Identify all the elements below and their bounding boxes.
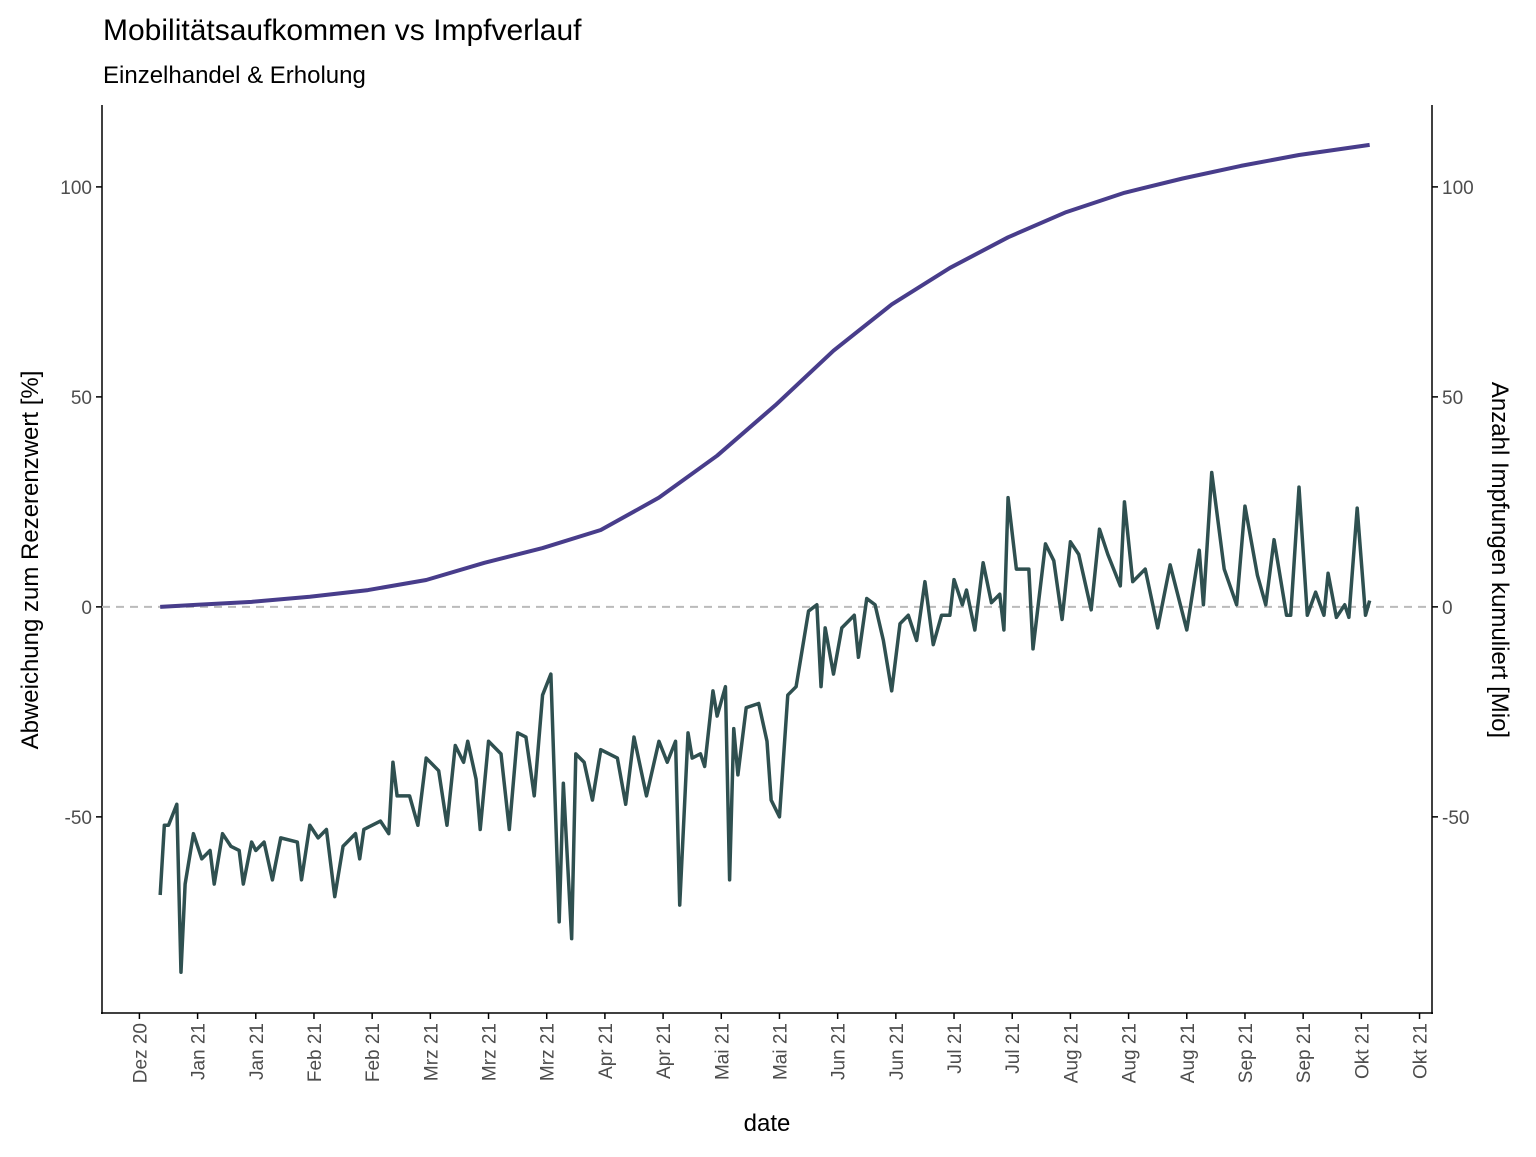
chart-title: Mobilitätsaufkommen vs Impfverlauf bbox=[103, 14, 582, 47]
y2-axis-title: Anzahl Impfungen kumuliert [Mio] bbox=[1486, 382, 1513, 738]
chart-subtitle: Einzelhandel & Erholung bbox=[103, 62, 366, 89]
x-tick-label: Apr 21 bbox=[596, 1023, 617, 1079]
y2-tick-label: 100 bbox=[1442, 178, 1474, 199]
x-tick-label: Jun 21 bbox=[887, 1023, 908, 1080]
x-tick-label: Aug 21 bbox=[1178, 1023, 1199, 1083]
x-tick-label: Jan 21 bbox=[247, 1023, 268, 1080]
x-tick-label: Sep 21 bbox=[1236, 1023, 1257, 1083]
x-tick-label: Okt 21 bbox=[1411, 1023, 1432, 1079]
x-tick-label: Jan 21 bbox=[189, 1023, 210, 1080]
y2-tick-label: 0 bbox=[1442, 598, 1453, 619]
x-tick-label: Dez 20 bbox=[130, 1023, 151, 1083]
x-tick-label: Apr 21 bbox=[654, 1023, 675, 1079]
series-line bbox=[158, 470, 1372, 975]
x-tick-label: Mrz 21 bbox=[538, 1023, 559, 1081]
x-tick-label: Aug 21 bbox=[1061, 1023, 1082, 1083]
x-tick-label: Mrz 21 bbox=[480, 1023, 501, 1081]
x-tick-label: Jul 21 bbox=[945, 1023, 966, 1074]
x-tick-label: Aug 21 bbox=[1120, 1023, 1141, 1083]
x-tick-label: Jun 21 bbox=[829, 1023, 850, 1080]
y-tick-label: 100 bbox=[60, 178, 92, 199]
y-tick-label: 0 bbox=[81, 598, 92, 619]
x-axis-title: date bbox=[744, 1110, 791, 1137]
y-axis-title: Abweichung zum Rezerenzwert [%] bbox=[17, 371, 44, 750]
y2-tick-label: -50 bbox=[1442, 808, 1469, 829]
x-tick-label: Mai 21 bbox=[770, 1023, 791, 1080]
y-tick-label: -50 bbox=[65, 808, 92, 829]
x-tick-label: Mrz 21 bbox=[421, 1023, 442, 1081]
series-line bbox=[160, 142, 1370, 609]
x-tick-label: Mai 21 bbox=[712, 1023, 733, 1080]
x-tick-label: Feb 21 bbox=[305, 1023, 326, 1082]
x-tick-label: Feb 21 bbox=[363, 1023, 384, 1082]
x-tick-label: Sep 21 bbox=[1294, 1023, 1315, 1083]
x-tick-label: Jul 21 bbox=[1003, 1023, 1024, 1074]
y-tick-label: 50 bbox=[71, 388, 92, 409]
x-tick-label: Okt 21 bbox=[1352, 1023, 1373, 1079]
y2-tick-label: 50 bbox=[1442, 388, 1463, 409]
